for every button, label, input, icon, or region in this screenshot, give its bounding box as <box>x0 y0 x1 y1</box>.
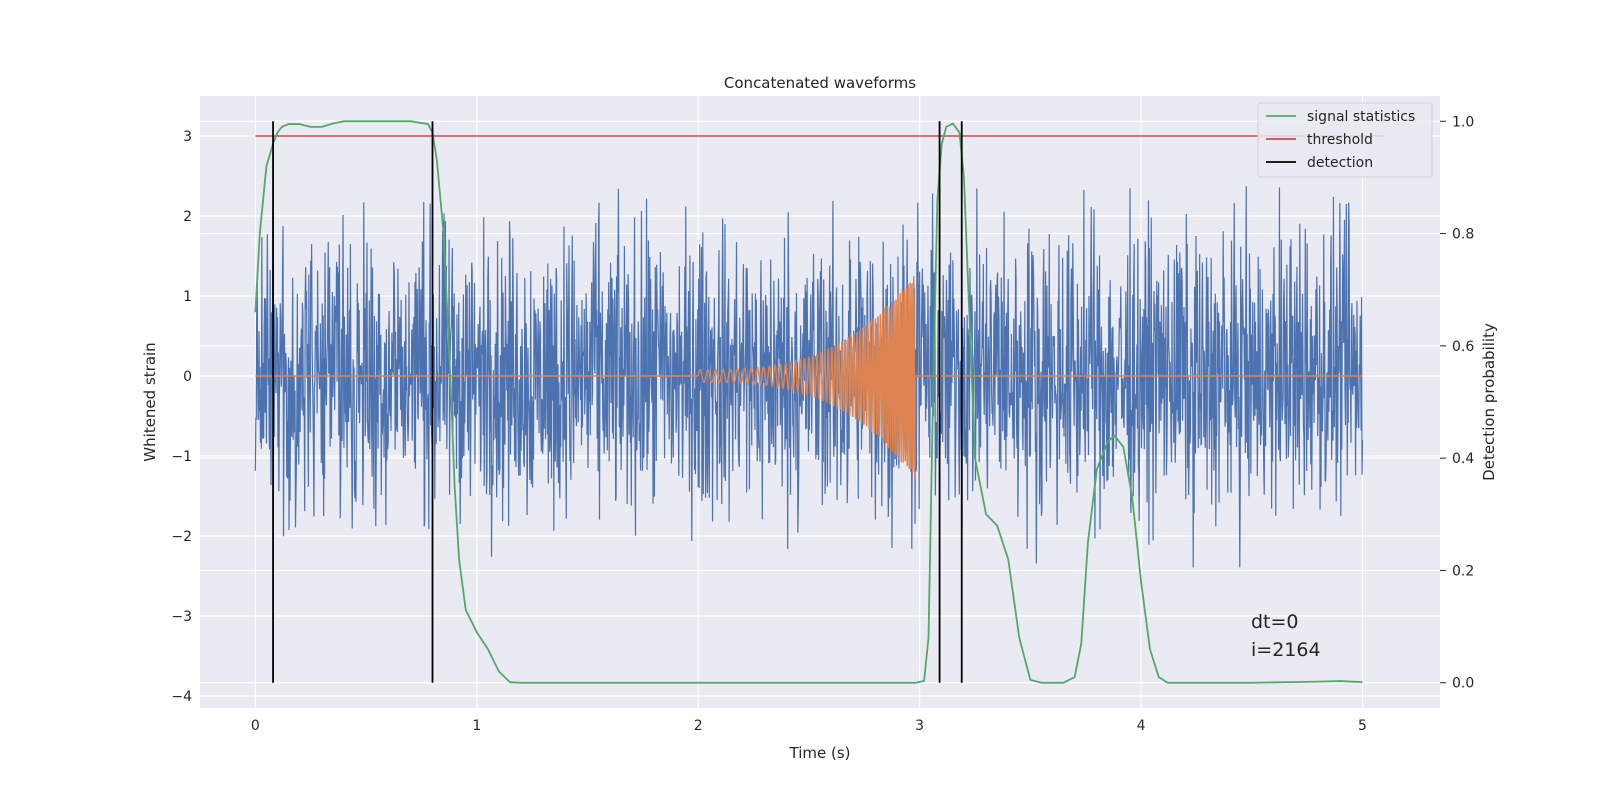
annotation-dt: dt=0 <box>1251 611 1299 633</box>
template-waveform <box>255 276 1363 480</box>
y2-tick-label: 0.2 <box>1452 563 1474 579</box>
y-tick-label: 0 <box>183 369 192 385</box>
tick-labels: 0 1 2 3 4 5 −4 −3 −2 −1 0 1 2 3 0.0 0.2 0.4 0.6 0.8 1.0 <box>171 114 1474 734</box>
noise-trace <box>254 186 1364 568</box>
legend-label-threshold: threshold <box>1307 132 1373 148</box>
y-tick-label: −2 <box>171 529 192 545</box>
y-tick-label: 1 <box>183 289 192 305</box>
y2-tick-label: 0.6 <box>1452 339 1474 355</box>
x-axis-label: Time (s) <box>789 744 851 762</box>
y-axis-label: Whitened strain <box>141 342 159 461</box>
y2-tick-label: 1.0 <box>1452 114 1474 130</box>
legend: signal statistics threshold detection <box>1257 102 1433 178</box>
x-tick-label: 0 <box>251 718 260 734</box>
y2-axis-label: Detection probability <box>1480 323 1498 481</box>
signal-statistics-line <box>254 120 1363 684</box>
y-tick-label: 3 <box>183 129 192 145</box>
legend-label-signal-statistics: signal statistics <box>1307 109 1415 125</box>
y-tick-label: −3 <box>171 609 192 625</box>
x-tick-label: 1 <box>472 718 481 734</box>
y2-tick-label: 0.8 <box>1452 227 1474 243</box>
y-tick-label: 2 <box>183 209 192 225</box>
y2-tick-label: 0.4 <box>1452 451 1474 467</box>
y2-tick-label: 0.0 <box>1452 676 1474 692</box>
series-layer <box>254 120 1385 684</box>
chart-title: Concatenated waveforms <box>724 74 916 92</box>
x-tick-label: 5 <box>1358 718 1367 734</box>
y-tick-label: −4 <box>171 689 192 705</box>
x-tick-label: 3 <box>915 718 924 734</box>
legend-label-detection: detection <box>1307 155 1373 171</box>
legend-box <box>1257 102 1433 178</box>
annotation-index: i=2164 <box>1251 639 1321 661</box>
y-tick-label: −1 <box>171 449 192 465</box>
x-tick-label: 2 <box>694 718 703 734</box>
x-tick-label: 4 <box>1137 718 1146 734</box>
